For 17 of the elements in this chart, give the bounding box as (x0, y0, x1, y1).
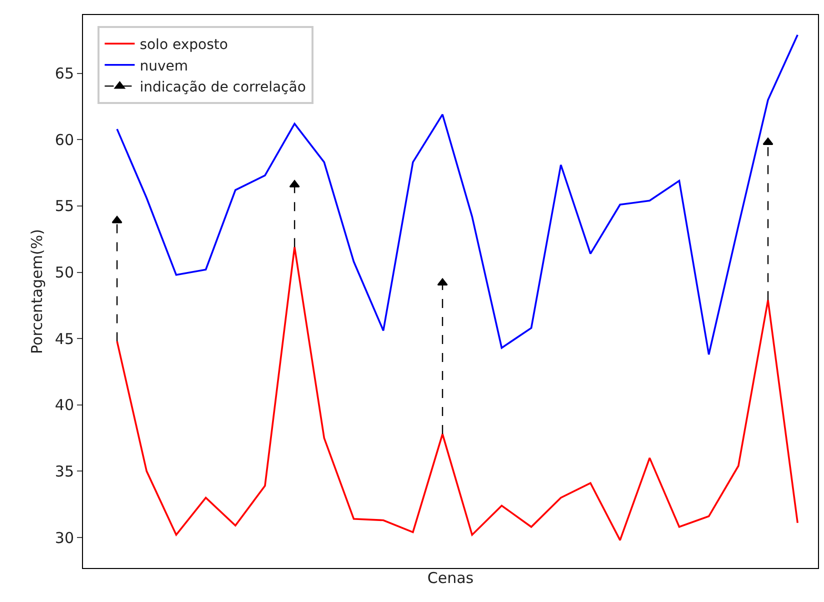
y-tick-label: 55 (54, 197, 74, 216)
legend-label: solo exposto (140, 37, 228, 54)
y-tick-label: 30 (54, 528, 74, 547)
point (112, 216, 122, 224)
line-series (116, 246, 798, 542)
y-tick-label: 50 (54, 264, 74, 282)
y-tick-label: 60 (54, 130, 74, 149)
y-tick-label: 35 (54, 462, 74, 480)
y-tick-label: 40 (54, 396, 74, 414)
point (437, 278, 448, 286)
y-axis-title: Porcentagem(%) (28, 229, 46, 354)
y-tick-label: 65 (54, 64, 74, 83)
legend-label: nuvem (140, 58, 188, 74)
line-series (116, 34, 798, 356)
x-axis-title: Cenas (427, 569, 474, 587)
y-tick-label: 45 (54, 330, 74, 348)
legend-label: indicação de correlação (140, 80, 306, 96)
